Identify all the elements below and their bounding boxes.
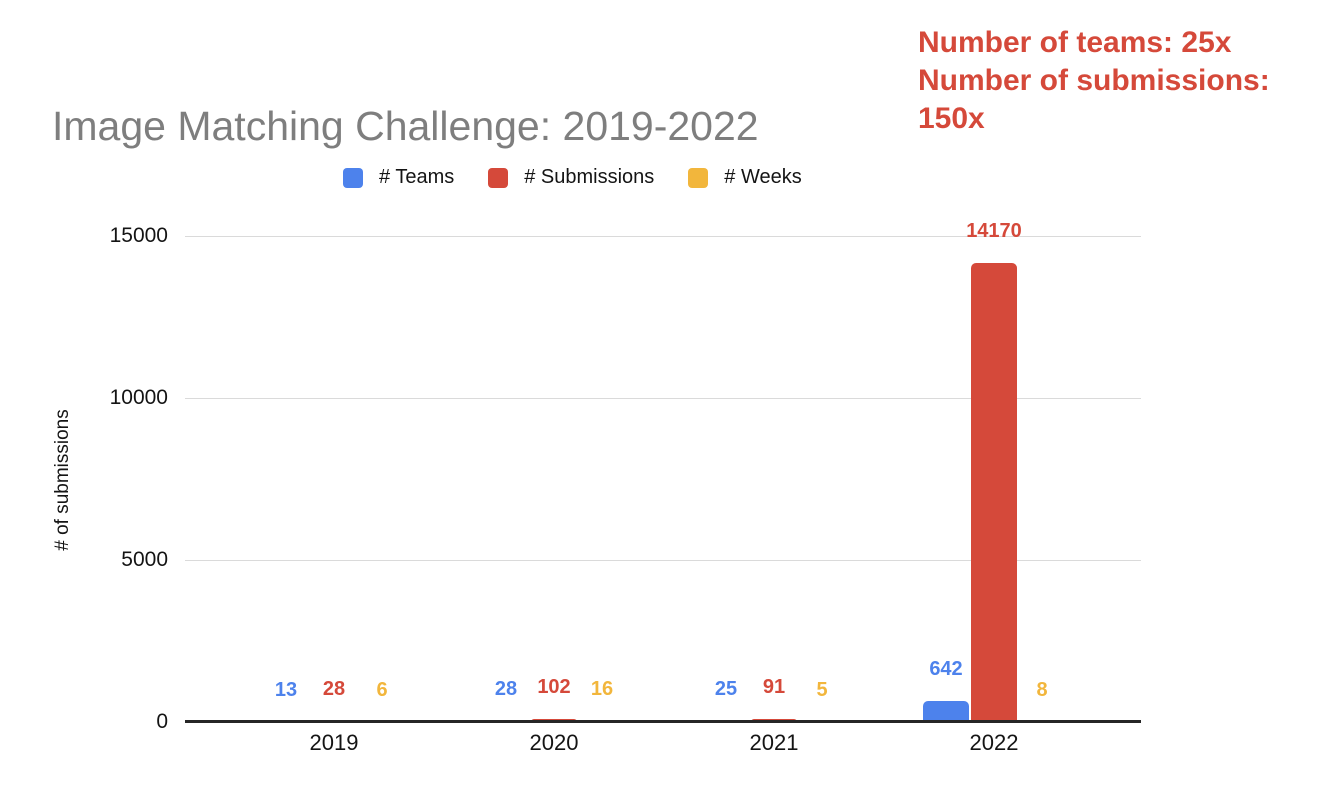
x-tick-label: 2019	[309, 730, 359, 755]
plot-area: 13 28 6 28 102 16 25 91 5 642 14170 8	[185, 220, 1141, 723]
legend-label: # Weeks	[724, 166, 802, 188]
legend-swatch-icon	[688, 167, 709, 188]
chart-legend: # Teams # Submissions # Weeks	[343, 166, 802, 189]
y-tick-label: 5000	[121, 548, 168, 571]
annotation-line-3: 150x	[918, 102, 985, 135]
bar-value-label: 14170	[966, 219, 1022, 242]
x-tick-label: 2022	[969, 730, 1019, 755]
annotation-text: Number of teams: 25x Number of submissio…	[918, 24, 1332, 138]
bar-value-label: 8	[1036, 678, 1048, 701]
x-tick-label: 2021	[749, 730, 799, 755]
gridline	[185, 235, 1141, 237]
bar-value-label: 13	[274, 678, 298, 701]
bar-value-label: 102	[537, 675, 571, 698]
x-tick-label: 2020	[529, 730, 579, 755]
legend-label: # Teams	[379, 166, 455, 188]
bar-value-label: 28	[494, 678, 518, 701]
y-tick-label: 0	[156, 710, 168, 733]
legend-item-2: # Submissions	[488, 166, 654, 189]
legend-item-1: # Teams	[343, 166, 454, 189]
bar-value-label: 91	[762, 676, 786, 699]
y-tick-label: 10000	[109, 386, 168, 409]
y-axis-title: # of submissions	[52, 409, 73, 551]
annotation-line-2: Number of submissions:	[918, 64, 1270, 97]
legend-item-3: # Weeks	[688, 166, 802, 189]
chart-title: Image Matching Challenge: 2019-2022	[52, 103, 759, 149]
y-tick-label: 15000	[109, 224, 168, 247]
legend-swatch-icon	[343, 167, 363, 188]
bar-value-label: 642	[929, 658, 963, 681]
bar-2022-series-2	[971, 262, 1017, 722]
bar-2022-series-1	[923, 701, 969, 722]
bar-value-label: 6	[376, 678, 388, 701]
bar-value-label: 25	[714, 678, 738, 701]
legend-label: # Submissions	[524, 166, 655, 188]
bar-value-label: 5	[816, 678, 828, 701]
annotation-line-1: Number of teams: 25x	[918, 26, 1232, 59]
gridline	[185, 397, 1141, 399]
x-axis-line	[185, 720, 1141, 723]
gridline	[185, 559, 1141, 561]
bar-value-label: 28	[322, 678, 346, 701]
legend-swatch-icon	[488, 167, 509, 188]
bar-value-label: 16	[590, 678, 614, 701]
